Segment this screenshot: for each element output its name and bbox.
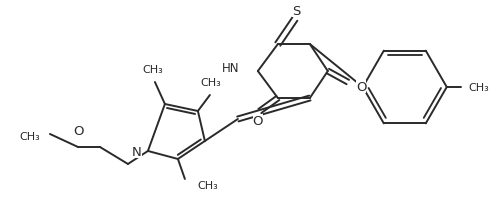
- Text: CH₃: CH₃: [19, 131, 40, 141]
- Text: O: O: [74, 124, 84, 137]
- Text: HN: HN: [222, 61, 240, 74]
- Text: CH₃: CH₃: [201, 78, 221, 88]
- Text: CH₃: CH₃: [469, 83, 490, 92]
- Text: N: N: [132, 146, 142, 159]
- Text: O: O: [252, 115, 263, 128]
- Text: CH₃: CH₃: [197, 180, 218, 190]
- Text: CH₃: CH₃: [143, 65, 164, 75]
- Text: O: O: [356, 80, 367, 93]
- Text: S: S: [291, 5, 300, 18]
